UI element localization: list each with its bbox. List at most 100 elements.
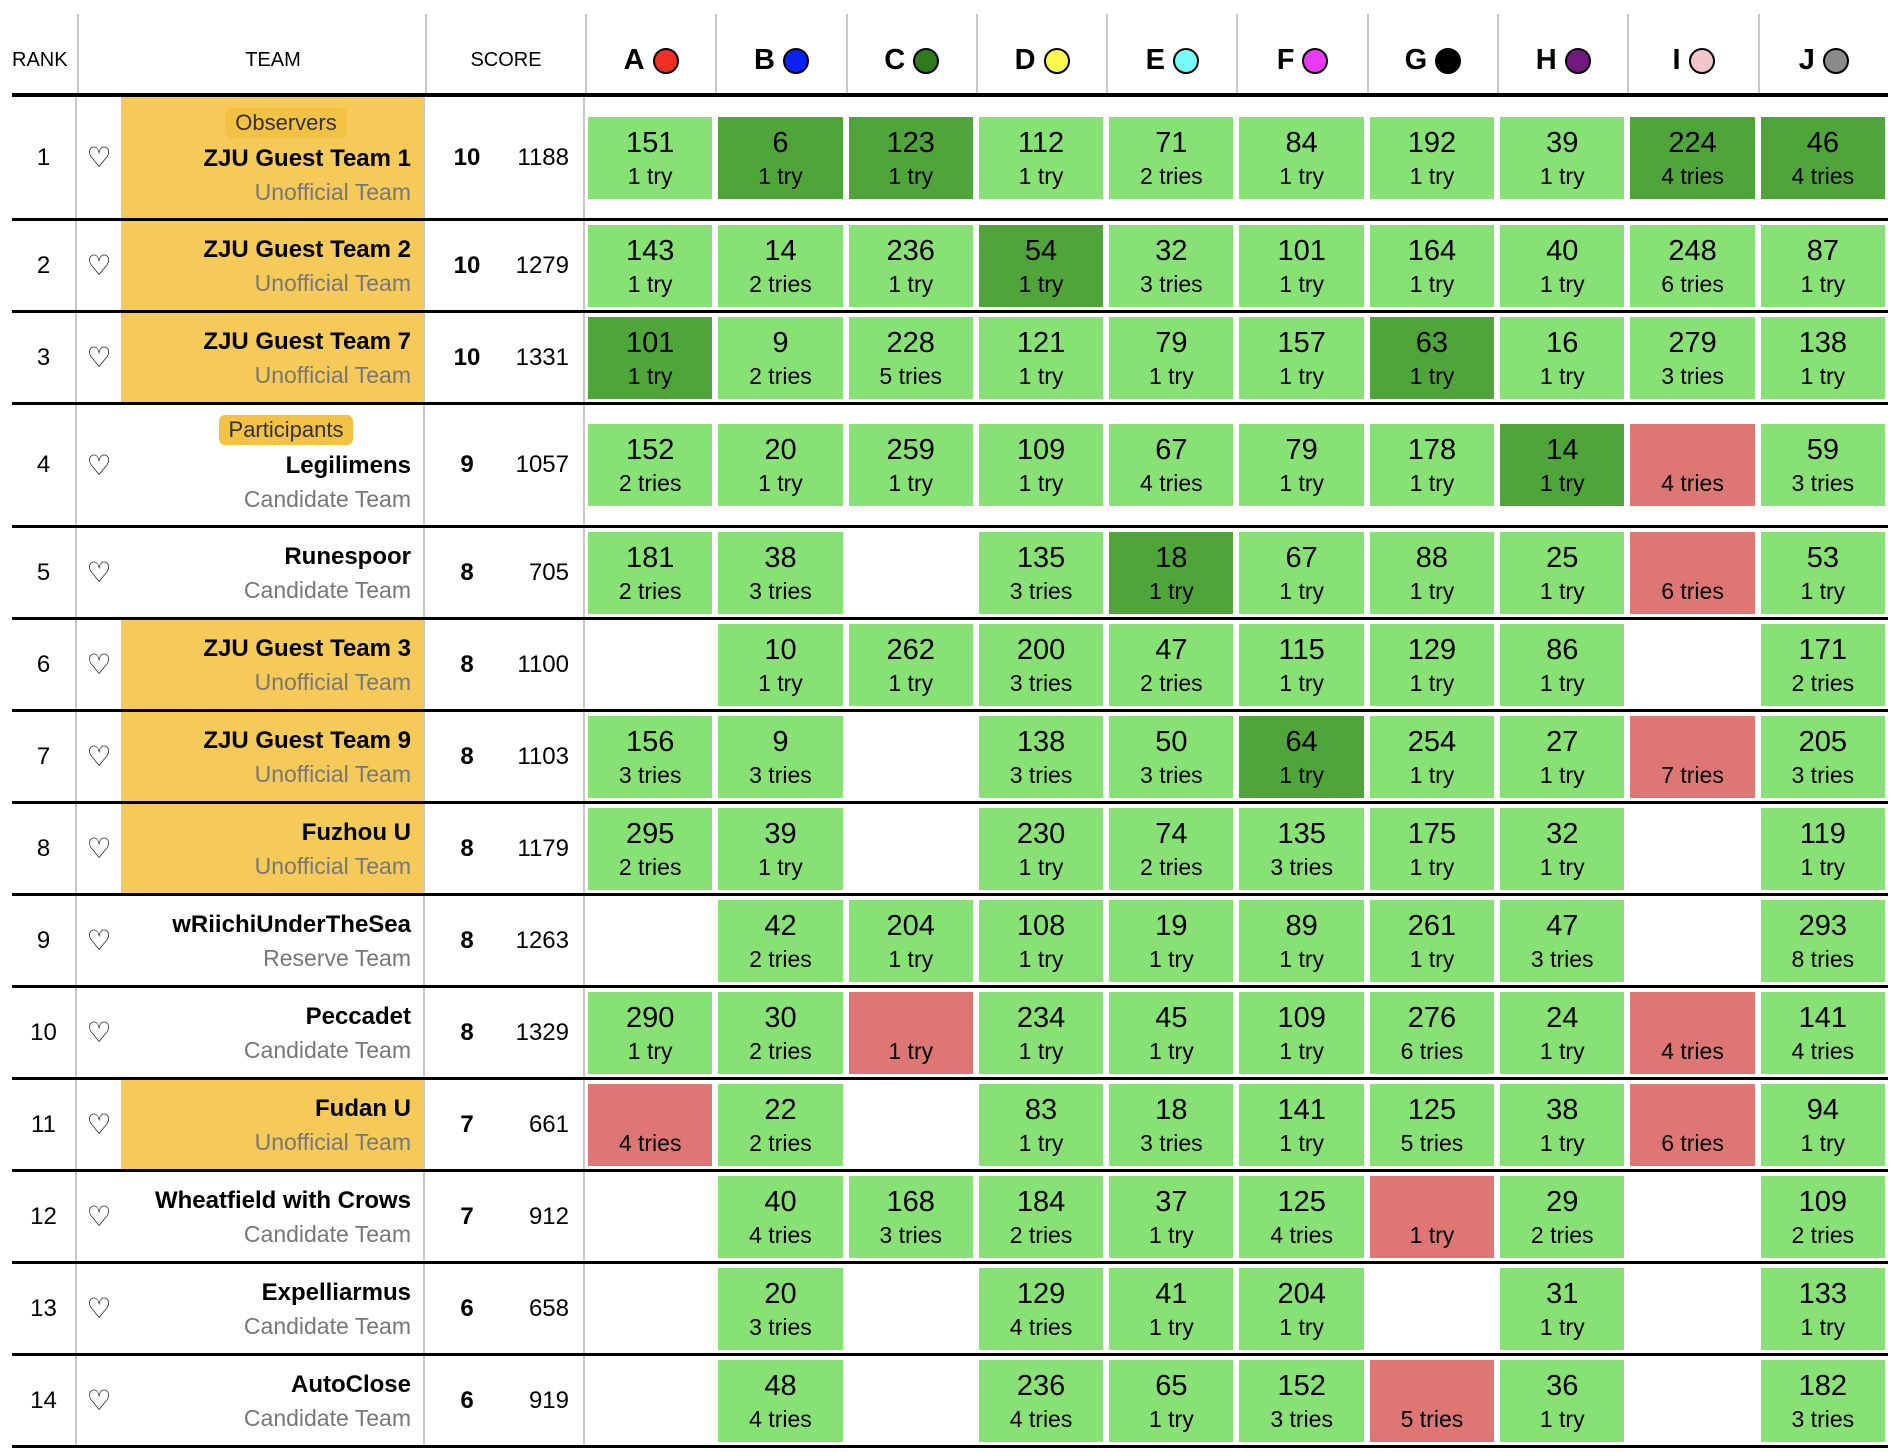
submission-solved[interactable]: 39 1 try xyxy=(1500,116,1625,199)
submission-solved[interactable]: 236 1 try xyxy=(848,224,973,307)
submission-solved[interactable]: 47 3 tries xyxy=(1500,899,1625,982)
problem-header-e[interactable]: E xyxy=(1106,14,1236,93)
problem-header-i[interactable]: I xyxy=(1627,14,1757,93)
team-name[interactable]: ZJU Guest Team 9 xyxy=(203,726,411,754)
submission-solved[interactable]: 164 1 try xyxy=(1369,224,1495,307)
submission-solved[interactable]: 254 1 try xyxy=(1369,715,1495,798)
submission-solved[interactable]: 119 1 try xyxy=(1760,807,1885,890)
submission-first-solve[interactable]: 224 4 tries xyxy=(1630,116,1755,199)
team-name[interactable]: ZJU Guest Team 7 xyxy=(203,327,411,355)
submission-solved[interactable]: 236 4 tries xyxy=(978,1359,1104,1442)
submission-solved[interactable]: 204 1 try xyxy=(1239,1267,1364,1350)
submission-first-solve[interactable]: 14 1 try xyxy=(1500,424,1625,506)
submission-solved[interactable]: 18 3 tries xyxy=(1109,1083,1234,1166)
team-name[interactable]: Peccadet xyxy=(305,1002,411,1030)
submission-solved[interactable]: 9 2 tries xyxy=(718,316,843,399)
submission-solved[interactable]: 45 1 try xyxy=(1109,991,1234,1074)
submission-solved[interactable]: 157 1 try xyxy=(1239,316,1364,399)
submission-solved[interactable]: 94 1 try xyxy=(1760,1083,1885,1166)
submission-solved[interactable]: 37 1 try xyxy=(1109,1175,1234,1258)
favorite-heart-icon[interactable]: ♡ xyxy=(86,925,112,956)
favorite-heart-icon[interactable]: ♡ xyxy=(86,449,112,481)
submission-solved[interactable]: 87 1 try xyxy=(1760,224,1885,307)
submission-solved[interactable]: 88 1 try xyxy=(1369,531,1495,614)
submission-solved[interactable]: 29 2 tries xyxy=(1500,1175,1625,1258)
submission-failed[interactable]: 4 tries xyxy=(588,1083,713,1166)
problem-header-d[interactable]: D xyxy=(975,14,1106,93)
submission-failed[interactable]: 6 tries xyxy=(1630,531,1755,614)
favorite-heart-icon[interactable]: ♡ xyxy=(86,557,112,588)
submission-solved[interactable]: 27 1 try xyxy=(1500,715,1625,798)
submission-solved[interactable]: 138 3 tries xyxy=(978,715,1104,798)
submission-solved[interactable]: 20 1 try xyxy=(718,424,843,506)
submission-first-solve[interactable]: 63 1 try xyxy=(1369,316,1495,399)
submission-solved[interactable]: 19 1 try xyxy=(1109,899,1234,982)
submission-first-solve[interactable]: 46 4 tries xyxy=(1760,116,1885,199)
submission-solved[interactable]: 135 3 tries xyxy=(1239,807,1364,890)
submission-solved[interactable]: 84 1 try xyxy=(1239,116,1364,199)
submission-solved[interactable]: 261 1 try xyxy=(1369,899,1495,982)
submission-solved[interactable]: 16 1 try xyxy=(1500,316,1625,399)
submission-solved[interactable]: 152 3 tries xyxy=(1239,1359,1364,1442)
submission-solved[interactable]: 14 2 tries xyxy=(718,224,843,307)
submission-solved[interactable]: 25 1 try xyxy=(1500,531,1625,614)
submission-solved[interactable]: 79 1 try xyxy=(1109,316,1234,399)
team-name[interactable]: Expelliarmus xyxy=(261,1278,411,1306)
favorite-heart-icon[interactable]: ♡ xyxy=(86,142,112,173)
problem-header-a[interactable]: A xyxy=(585,14,715,93)
submission-solved[interactable]: 204 1 try xyxy=(848,899,973,982)
submission-solved[interactable]: 38 3 tries xyxy=(718,531,843,614)
submission-solved[interactable]: 181 2 tries xyxy=(588,531,713,614)
submission-solved[interactable]: 279 3 tries xyxy=(1630,316,1755,399)
team-name[interactable]: Wheatfield with Crows xyxy=(154,1186,411,1214)
submission-solved[interactable]: 31 1 try xyxy=(1500,1267,1625,1350)
team-name[interactable]: wRiichiUnderTheSea xyxy=(172,910,411,938)
submission-solved[interactable]: 182 3 tries xyxy=(1760,1359,1885,1442)
submission-solved[interactable]: 108 1 try xyxy=(978,899,1104,982)
team-name[interactable]: Fudan U xyxy=(315,1094,411,1122)
submission-solved[interactable]: 32 1 try xyxy=(1500,807,1625,890)
submission-solved[interactable]: 200 3 tries xyxy=(978,623,1104,706)
submission-solved[interactable]: 129 1 try xyxy=(1369,623,1495,706)
submission-failed[interactable]: 1 try xyxy=(1369,1175,1495,1258)
submission-solved[interactable]: 48 4 tries xyxy=(718,1359,843,1442)
submission-solved[interactable]: 143 1 try xyxy=(588,224,713,307)
favorite-heart-icon[interactable]: ♡ xyxy=(86,1109,112,1140)
submission-solved[interactable]: 125 5 tries xyxy=(1369,1083,1495,1166)
submission-solved[interactable]: 228 5 tries xyxy=(848,316,973,399)
submission-solved[interactable]: 248 6 tries xyxy=(1630,224,1755,307)
submission-first-solve[interactable]: 64 1 try xyxy=(1239,715,1364,798)
submission-solved[interactable]: 168 3 tries xyxy=(848,1175,973,1258)
submission-first-solve[interactable]: 18 1 try xyxy=(1109,531,1234,614)
favorite-heart-icon[interactable]: ♡ xyxy=(86,1017,112,1048)
submission-solved[interactable]: 141 1 try xyxy=(1239,1083,1364,1166)
submission-solved[interactable]: 109 1 try xyxy=(978,424,1104,506)
submission-first-solve[interactable]: 54 1 try xyxy=(978,224,1104,307)
submission-solved[interactable]: 151 1 try xyxy=(588,116,713,199)
favorite-heart-icon[interactable]: ♡ xyxy=(86,342,112,373)
team-name[interactable]: ZJU Guest Team 3 xyxy=(203,634,411,662)
submission-solved[interactable]: 109 1 try xyxy=(1239,991,1364,1074)
submission-solved[interactable]: 10 1 try xyxy=(718,623,843,706)
submission-solved[interactable]: 83 1 try xyxy=(978,1083,1104,1166)
submission-solved[interactable]: 40 1 try xyxy=(1500,224,1625,307)
team-name[interactable]: Fuzhou U xyxy=(301,818,411,846)
submission-solved[interactable]: 39 1 try xyxy=(718,807,843,890)
submission-solved[interactable]: 65 1 try xyxy=(1109,1359,1234,1442)
favorite-heart-icon[interactable]: ♡ xyxy=(86,833,112,864)
team-name[interactable]: ZJU Guest Team 1 xyxy=(203,144,411,172)
submission-solved[interactable]: 205 3 tries xyxy=(1760,715,1885,798)
problem-header-b[interactable]: B xyxy=(715,14,845,93)
submission-solved[interactable]: 79 1 try xyxy=(1239,424,1364,506)
team-name[interactable]: Runespoor xyxy=(284,542,411,570)
submission-failed[interactable]: 4 tries xyxy=(1630,991,1755,1074)
submission-solved[interactable]: 42 2 tries xyxy=(718,899,843,982)
submission-solved[interactable]: 141 4 tries xyxy=(1760,991,1885,1074)
submission-solved[interactable]: 89 1 try xyxy=(1239,899,1364,982)
submission-solved[interactable]: 184 2 tries xyxy=(978,1175,1104,1258)
submission-solved[interactable]: 259 1 try xyxy=(848,424,973,506)
submission-solved[interactable]: 109 2 tries xyxy=(1760,1175,1885,1258)
submission-failed[interactable]: 7 tries xyxy=(1630,715,1755,798)
submission-solved[interactable]: 47 2 tries xyxy=(1109,623,1234,706)
submission-solved[interactable]: 135 3 tries xyxy=(978,531,1104,614)
